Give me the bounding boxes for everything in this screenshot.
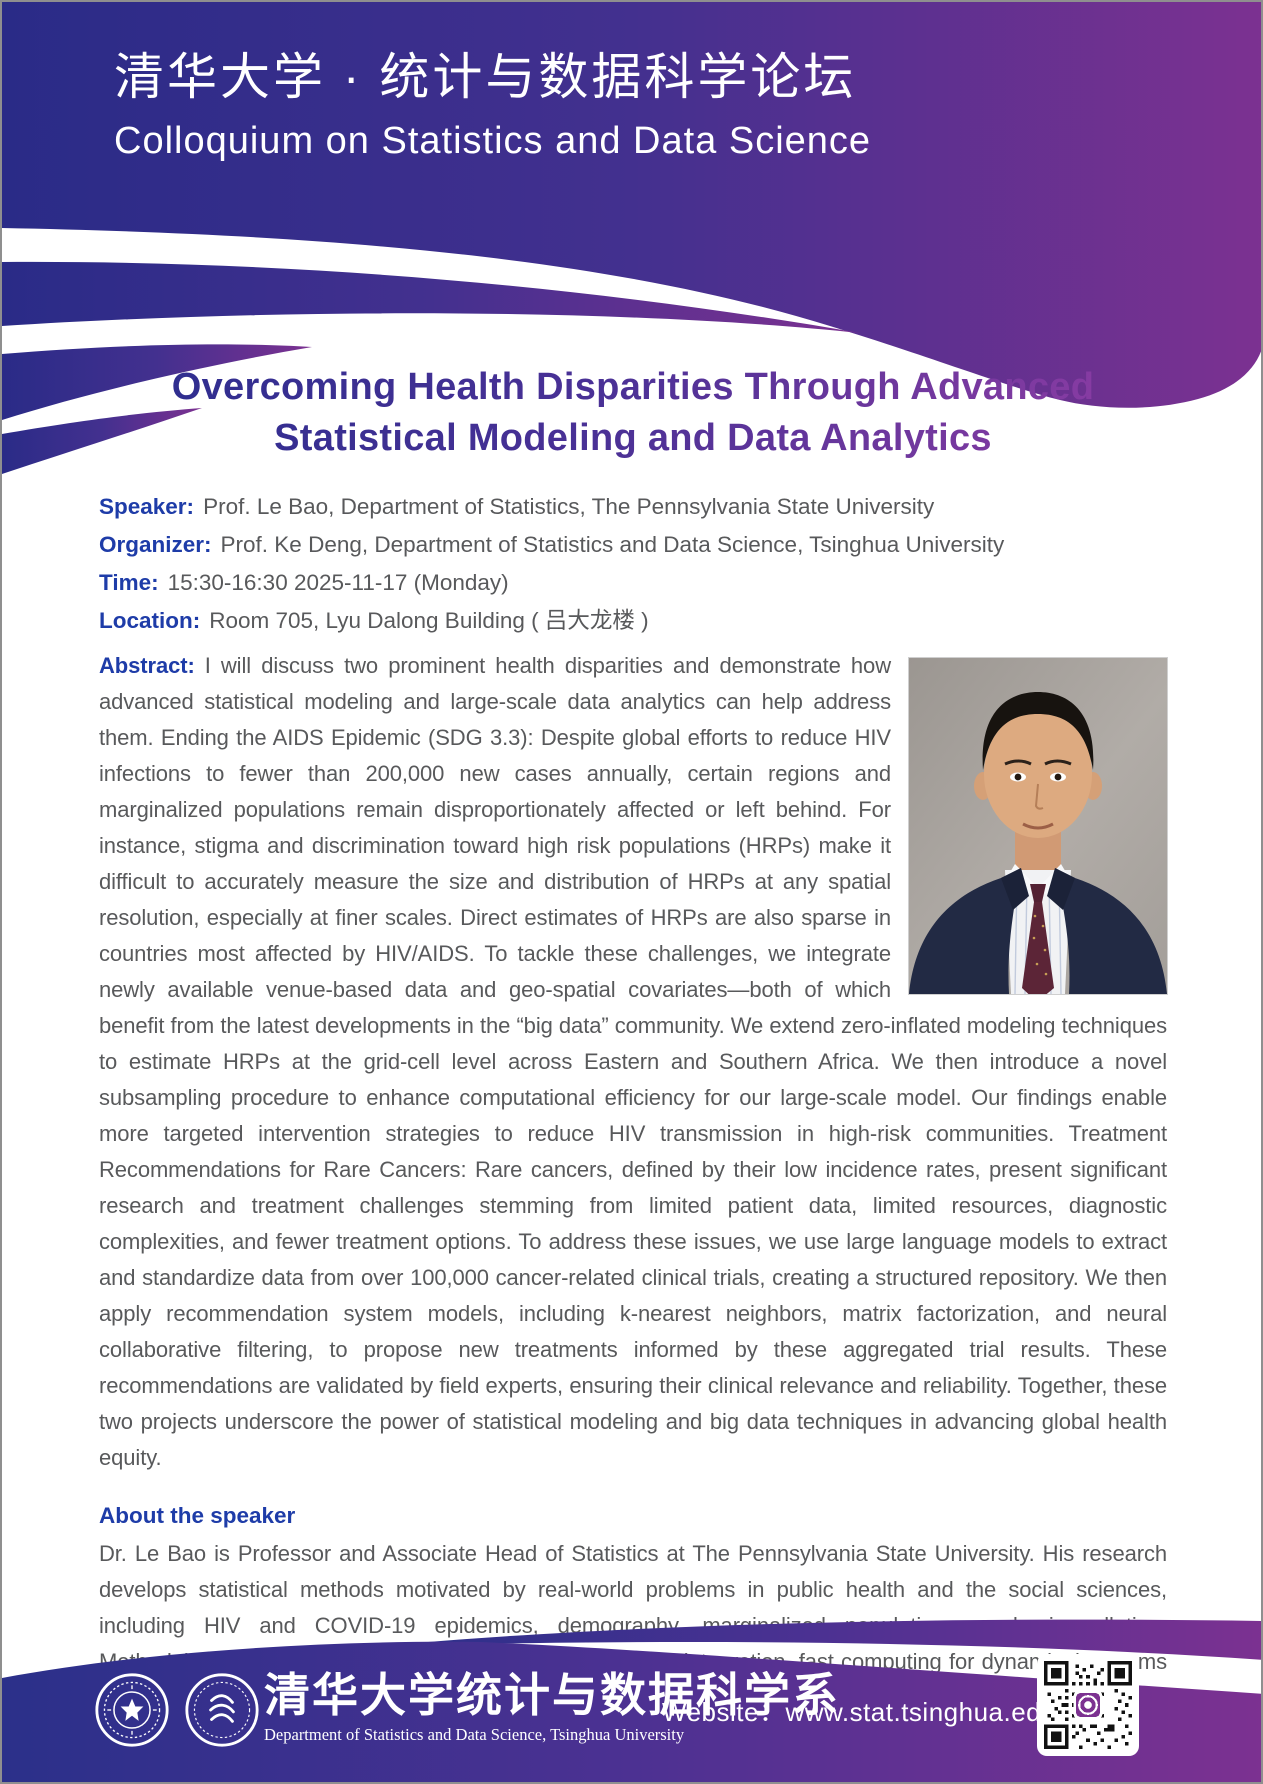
detail-row-time: Time: 15:30-16:30 2025-11-17 (Monday) [99,564,1167,602]
website-label: Website： [662,1697,786,1727]
main-content: Overcoming Health Disparities Through Ad… [99,362,1168,1782]
banner-title-zh: 清华大学 · 统计与数据科学论坛 [114,49,857,105]
talk-title: Overcoming Health Disparities Through Ad… [99,362,1167,464]
qr-code [1037,1654,1139,1756]
banner-subtitle-en: Colloquium on Statistics and Data Scienc… [114,120,872,162]
website-row: Website：www.stat.tsinghua.edu.cn [662,1692,1092,1729]
speaker-value: Prof. Le Bao, Department of Statistics, … [203,494,935,519]
banner: 清华大学 · 统计与数据科学论坛 Colloquium on Statistic… [114,46,871,166]
talk-details: Speaker: Prof. Le Bao, Department of Stat… [99,488,1167,640]
talk-title-line1: Overcoming Health Disparities Through Ad… [171,366,1095,408]
organizer-label: Organizer: [99,532,212,557]
speaker-label: Speaker: [99,494,195,519]
time-value: 15:30-16:30 2025-11-17 (Monday) [167,570,509,595]
time-label: Time: [99,570,159,595]
detail-row-speaker: Speaker: Prof. Le Bao, Department of Stat… [99,488,1167,526]
abstract-text: I will discuss two prominent health disp… [99,653,1167,1470]
speaker-photo [908,657,1168,995]
abstract-label: Abstract: [99,653,195,678]
location-value: Room 705, Lyu Dalong Building ( 吕大龙楼 ) [209,608,649,633]
department-seal-icon [185,1673,259,1747]
organizer-value: Prof. Ke Deng, Department of Statistics … [220,532,1005,557]
abstract-paragraph: Abstract: I will discuss two prominent he… [99,648,1168,1476]
tsinghua-university-seal-icon [95,1673,169,1747]
detail-row-location: Location: Room 705, Lyu Dalong Building (… [99,602,1167,640]
footer: 清华大学统计与数据科学系 Department of Statistics an… [2,1654,1261,1782]
talk-title-line2: Statistical Modeling and Data Analytics [274,417,992,459]
about-speaker-heading: About the speaker [99,1503,296,1528]
detail-row-organizer: Organizer: Prof. Ke Deng, Department of S… [99,526,1167,564]
location-label: Location: [99,608,201,633]
